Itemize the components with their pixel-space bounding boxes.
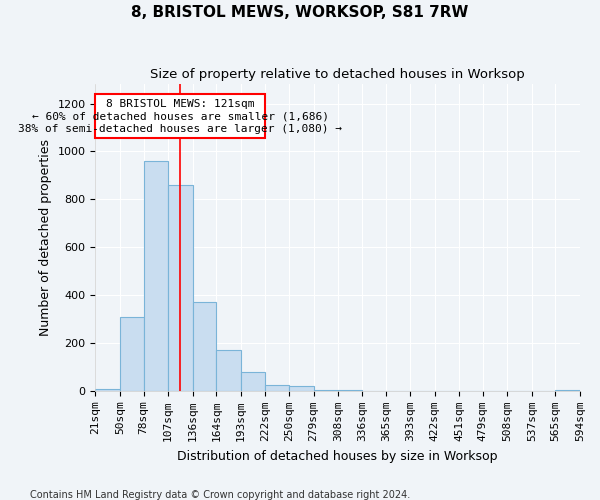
Bar [120,316,143,391]
Bar [168,185,193,391]
Bar [217,350,241,391]
FancyBboxPatch shape [95,94,265,138]
Text: 8 BRISTOL MEWS: 121sqm: 8 BRISTOL MEWS: 121sqm [106,99,254,109]
Text: 38% of semi-detached houses are larger (1,080) →: 38% of semi-detached houses are larger (… [19,124,343,134]
Title: Size of property relative to detached houses in Worksop: Size of property relative to detached ho… [151,68,525,80]
Bar [265,385,289,391]
Bar [289,386,314,391]
Bar [241,372,265,391]
Text: 8, BRISTOL MEWS, WORKSOP, S81 7RW: 8, BRISTOL MEWS, WORKSOP, S81 7RW [131,5,469,20]
Text: Contains HM Land Registry data © Crown copyright and database right 2024.: Contains HM Land Registry data © Crown c… [30,490,410,500]
Y-axis label: Number of detached properties: Number of detached properties [39,139,52,336]
Bar [143,161,168,391]
Text: ← 60% of detached houses are smaller (1,686): ← 60% of detached houses are smaller (1,… [32,111,329,121]
Bar [193,302,217,391]
X-axis label: Distribution of detached houses by size in Worksop: Distribution of detached houses by size … [178,450,498,462]
Bar [95,388,120,391]
